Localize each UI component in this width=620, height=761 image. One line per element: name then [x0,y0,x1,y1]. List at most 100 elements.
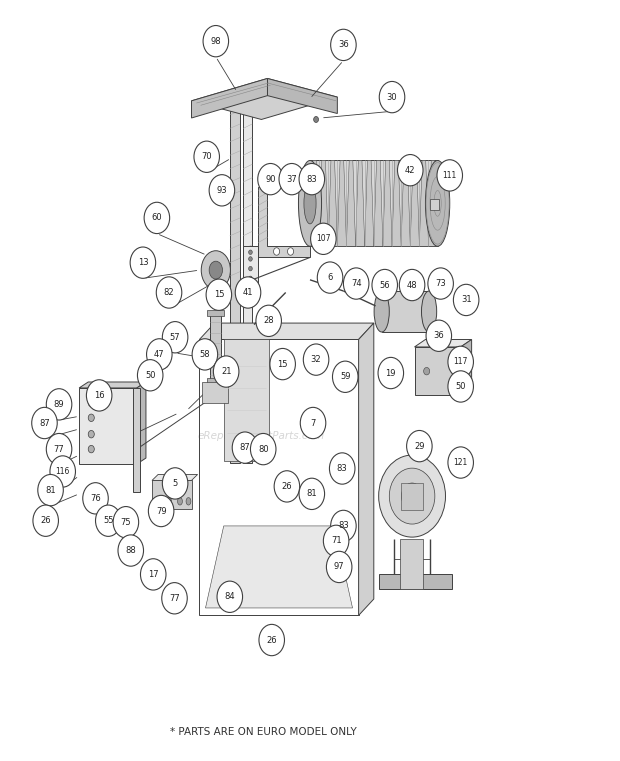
Ellipse shape [379,455,446,537]
Ellipse shape [88,445,94,453]
Ellipse shape [88,399,94,406]
Ellipse shape [249,276,252,281]
Circle shape [162,468,188,499]
Circle shape [46,389,72,420]
Circle shape [235,277,261,308]
Ellipse shape [249,266,252,271]
Circle shape [259,624,285,656]
Circle shape [82,482,108,514]
Circle shape [38,474,63,506]
Circle shape [162,583,187,614]
Polygon shape [392,161,401,247]
Text: 89: 89 [54,400,64,409]
Circle shape [437,160,463,191]
Circle shape [426,320,451,352]
Circle shape [206,279,232,310]
Circle shape [50,456,76,487]
Ellipse shape [177,498,182,505]
Text: 32: 32 [311,355,321,364]
Circle shape [332,361,358,393]
Polygon shape [267,78,337,113]
Text: 73: 73 [435,279,446,288]
Polygon shape [152,480,192,509]
Text: 7: 7 [311,419,316,428]
Text: 48: 48 [407,281,417,289]
Text: 117: 117 [453,358,468,366]
Polygon shape [379,575,451,589]
Text: 37: 37 [286,174,297,183]
Ellipse shape [209,261,223,279]
Text: 21: 21 [221,367,231,376]
Polygon shape [461,339,472,396]
Circle shape [448,371,474,402]
Polygon shape [400,539,423,589]
Circle shape [162,322,188,353]
Ellipse shape [249,250,252,254]
Circle shape [95,505,121,537]
Circle shape [407,431,432,462]
Text: 47: 47 [154,350,165,359]
Circle shape [311,223,336,254]
Text: 116: 116 [56,467,70,476]
Ellipse shape [374,291,389,332]
Ellipse shape [425,161,450,247]
Circle shape [217,581,242,613]
Text: 75: 75 [120,517,131,527]
Circle shape [156,277,182,308]
Text: 56: 56 [379,281,390,289]
Polygon shape [259,186,310,257]
Circle shape [329,453,355,484]
Polygon shape [365,161,374,247]
Circle shape [250,434,276,465]
Text: eReplacementParts.com: eReplacementParts.com [198,431,325,441]
Circle shape [138,360,163,391]
Text: 16: 16 [94,391,105,400]
Text: 83: 83 [306,174,317,183]
Text: 26: 26 [267,635,277,645]
Text: 15: 15 [214,290,224,299]
Circle shape [428,268,453,299]
Polygon shape [410,161,419,247]
Text: 36: 36 [433,331,444,340]
Circle shape [33,505,58,537]
Polygon shape [337,161,347,247]
Circle shape [86,380,112,411]
Ellipse shape [167,498,172,505]
Polygon shape [79,388,137,464]
Ellipse shape [304,183,316,224]
Text: 41: 41 [243,288,254,297]
Circle shape [379,81,405,113]
Circle shape [213,356,239,387]
Text: 88: 88 [125,546,136,555]
Text: 50: 50 [145,371,156,380]
Text: 82: 82 [164,288,174,297]
Polygon shape [347,161,355,247]
Ellipse shape [273,248,280,255]
Circle shape [32,407,57,438]
Polygon shape [210,314,221,380]
Circle shape [141,559,166,590]
Polygon shape [243,100,252,463]
Polygon shape [401,161,410,247]
Text: 17: 17 [148,570,159,579]
Polygon shape [430,199,439,211]
Text: 84: 84 [224,592,235,601]
Polygon shape [205,526,353,608]
Ellipse shape [423,368,430,375]
Polygon shape [319,161,328,247]
Circle shape [146,339,172,370]
Text: 80: 80 [258,444,268,454]
Circle shape [448,447,474,478]
Text: 76: 76 [90,494,101,503]
Polygon shape [137,382,146,464]
Text: 28: 28 [264,317,274,326]
Polygon shape [415,339,472,347]
Circle shape [300,407,326,438]
Text: 59: 59 [340,372,350,381]
Text: 111: 111 [443,171,457,180]
Circle shape [399,269,425,301]
Text: 58: 58 [200,350,210,359]
Ellipse shape [88,414,94,422]
Ellipse shape [288,248,294,255]
Ellipse shape [249,256,252,261]
